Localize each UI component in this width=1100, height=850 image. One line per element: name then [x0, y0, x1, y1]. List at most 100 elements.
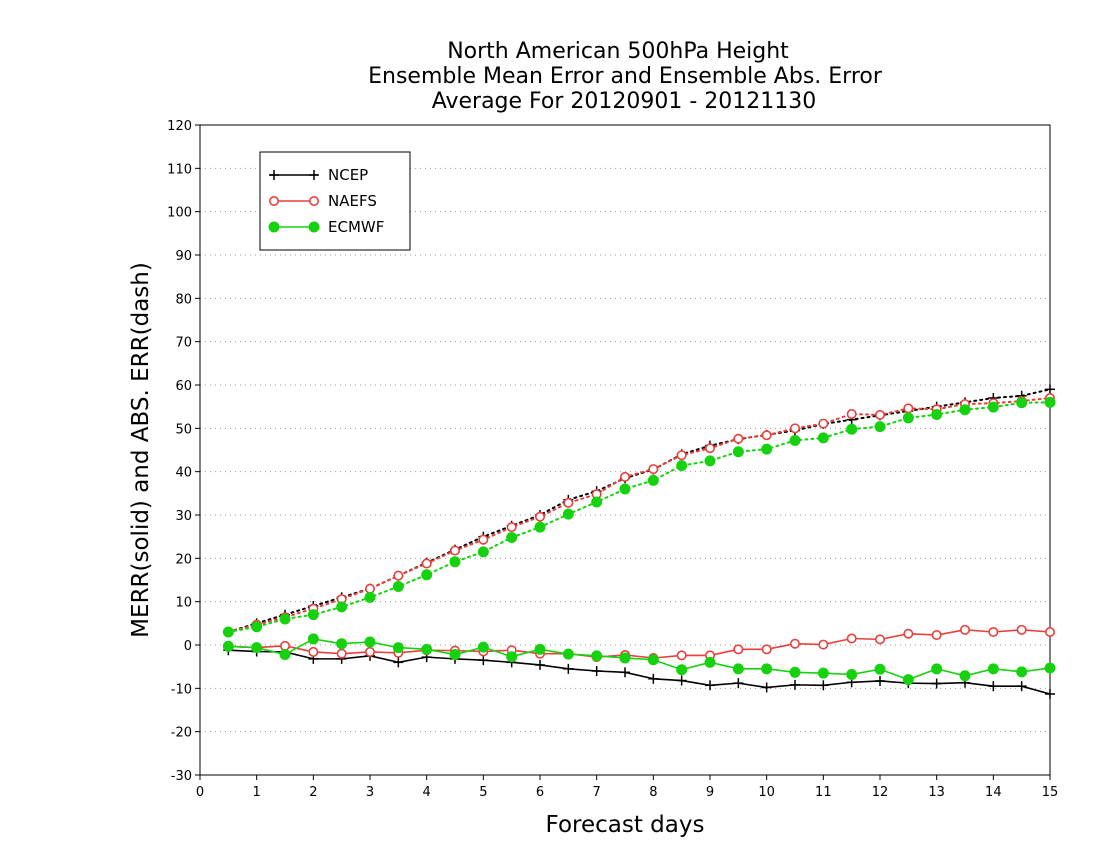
- y-tick-label: 20: [175, 552, 192, 567]
- data-point-ncep-mean-error: [931, 678, 942, 689]
- data-point-ecmwf-abs-error: [789, 434, 801, 446]
- y-tick-label: 110: [167, 162, 192, 177]
- data-point-naefs-abs-error: [676, 450, 687, 461]
- data-point-naefs-mean-error: [336, 648, 347, 659]
- x-tick-label: 9: [706, 785, 714, 800]
- data-point-naefs-mean-error: [761, 644, 772, 655]
- series-line-naefs-mean-error: [228, 629, 1051, 659]
- legend: NCEP NAEFS ECMWF: [259, 151, 411, 251]
- data-point-naefs-mean-error: [676, 650, 687, 661]
- x-tick-label: 15: [1042, 785, 1059, 800]
- x-axis: 0 1 2 3 4 5 6 7 8 9 10 11 12 13 14 15: [196, 775, 1058, 800]
- data-point-ecmwf-abs-error: [732, 446, 744, 458]
- y-tick-label: 80: [175, 292, 192, 307]
- data-point-ecmwf-mean-error: [222, 640, 234, 652]
- data-point-naefs-abs-error: [421, 558, 432, 569]
- x-tick-label: 10: [758, 785, 775, 800]
- data-point-naefs-mean-error: [874, 634, 885, 645]
- data-point-ncep-mean-error: [478, 655, 489, 666]
- data-point-ecmwf-mean-error: [1016, 666, 1028, 678]
- data-point-ecmwf-mean-error: [506, 651, 518, 663]
- data-point-ecmwf-abs-error: [619, 483, 631, 495]
- data-point-ecmwf-abs-error: [874, 421, 886, 433]
- series-line-naefs-abs-error: [227, 397, 1051, 633]
- data-point-naefs-abs-error: [704, 443, 715, 454]
- y-tick-label: -30: [171, 769, 192, 784]
- data-point-naefs-abs-error: [818, 418, 829, 429]
- data-point-ncep-mean-error: [676, 675, 687, 686]
- data-point-ecmwf-abs-error: [931, 408, 943, 420]
- data-point-ncep-abs-error: [1045, 384, 1055, 395]
- legend-item-ecmwf: ECMWF: [268, 218, 384, 236]
- data-point-ecmwf-mean-error: [902, 674, 914, 686]
- data-point-ecmwf-abs-error: [307, 609, 319, 621]
- data-point-ncep-mean-error: [790, 679, 800, 690]
- chart-title-line-3: Average For 20120901 - 20121130: [432, 89, 817, 114]
- x-tick-label: 11: [815, 785, 832, 800]
- legend-marker-ncep: [269, 170, 279, 180]
- data-point-naefs-abs-error: [364, 583, 375, 594]
- data-point-ecmwf-abs-error: [222, 626, 234, 638]
- series-layer: [222, 384, 1056, 699]
- plot-frame: [199, 124, 1051, 776]
- data-point-ncep-mean-error: [591, 666, 602, 676]
- data-point-ecmwf-abs-error: [449, 556, 461, 568]
- data-point-ecmwf-abs-error: [676, 460, 688, 472]
- data-point-ecmwf-mean-error: [619, 652, 631, 664]
- chart-title-line-1: North American 500hPa Height: [447, 39, 789, 64]
- data-point-naefs-mean-error: [1016, 624, 1027, 635]
- data-point-ecmwf-abs-error: [392, 581, 404, 592]
- data-point-ecmwf-mean-error: [817, 667, 829, 679]
- x-tick-label: 14: [985, 785, 1002, 800]
- data-point-ecmwf-mean-error: [931, 663, 943, 675]
- x-tick-label: 2: [309, 785, 317, 800]
- legend-marker-ncep: [309, 170, 319, 180]
- data-point-ecmwf-mean-error: [364, 636, 376, 648]
- data-point-ecmwf-abs-error: [251, 621, 263, 633]
- data-point-ncep-mean-error: [1045, 688, 1055, 699]
- data-point-naefs-mean-error: [279, 640, 290, 651]
- data-point-naefs-abs-error: [903, 403, 914, 414]
- data-point-ecmwf-mean-error: [647, 654, 659, 666]
- x-tick-label: 0: [196, 785, 204, 800]
- legend-marker-ecmwf: [268, 221, 280, 233]
- series-naefs: [223, 392, 1056, 663]
- data-point-naefs-abs-error: [506, 522, 517, 533]
- data-point-naefs-abs-error: [648, 464, 659, 475]
- data-point-naefs-mean-error: [308, 646, 319, 657]
- data-point-ecmwf-mean-error: [449, 649, 461, 661]
- data-point-ecmwf-mean-error: [279, 649, 291, 661]
- data-point-ecmwf-mean-error: [874, 663, 886, 675]
- x-axis-title: Forecast days: [546, 812, 705, 838]
- data-point-ecmwf-mean-error: [987, 663, 999, 675]
- data-point-ecmwf-abs-error: [647, 474, 659, 486]
- data-point-ecmwf-abs-error: [421, 569, 433, 581]
- data-point-ecmwf-abs-error: [817, 432, 829, 444]
- data-point-ecmwf-abs-error: [1016, 397, 1028, 409]
- y-tick-label: 10: [175, 596, 192, 611]
- data-point-naefs-mean-error: [789, 638, 800, 649]
- x-tick-label: 3: [366, 785, 374, 800]
- grid: [200, 167, 1050, 733]
- data-point-ecmwf-abs-error: [1044, 396, 1056, 408]
- data-point-naefs-mean-error: [988, 626, 999, 637]
- y-tick-label: 90: [175, 249, 192, 264]
- data-point-ecmwf-mean-error: [959, 670, 971, 682]
- legend-marker-naefs: [268, 196, 279, 207]
- x-tick-label: 12: [872, 785, 889, 800]
- data-point-ecmwf-mean-error: [307, 633, 319, 645]
- data-point-ncep-mean-error: [875, 675, 885, 686]
- data-point-naefs-abs-error: [563, 497, 574, 508]
- x-tick-label: 5: [479, 785, 487, 800]
- legend-marker-ecmwf: [308, 221, 320, 233]
- series-ncep: [223, 384, 1055, 699]
- series-line-ecmwf-mean-error: [228, 638, 1051, 681]
- y-tick-label: 50: [175, 422, 192, 437]
- data-point-naefs-abs-error: [534, 511, 545, 522]
- data-point-ncep-mean-error: [818, 680, 829, 691]
- data-point-ecmwf-mean-error: [1044, 662, 1056, 674]
- data-point-ecmwf-abs-error: [761, 443, 773, 455]
- data-point-ecmwf-mean-error: [676, 664, 688, 676]
- data-point-ecmwf-mean-error: [562, 648, 574, 660]
- data-point-naefs-mean-error: [364, 646, 375, 657]
